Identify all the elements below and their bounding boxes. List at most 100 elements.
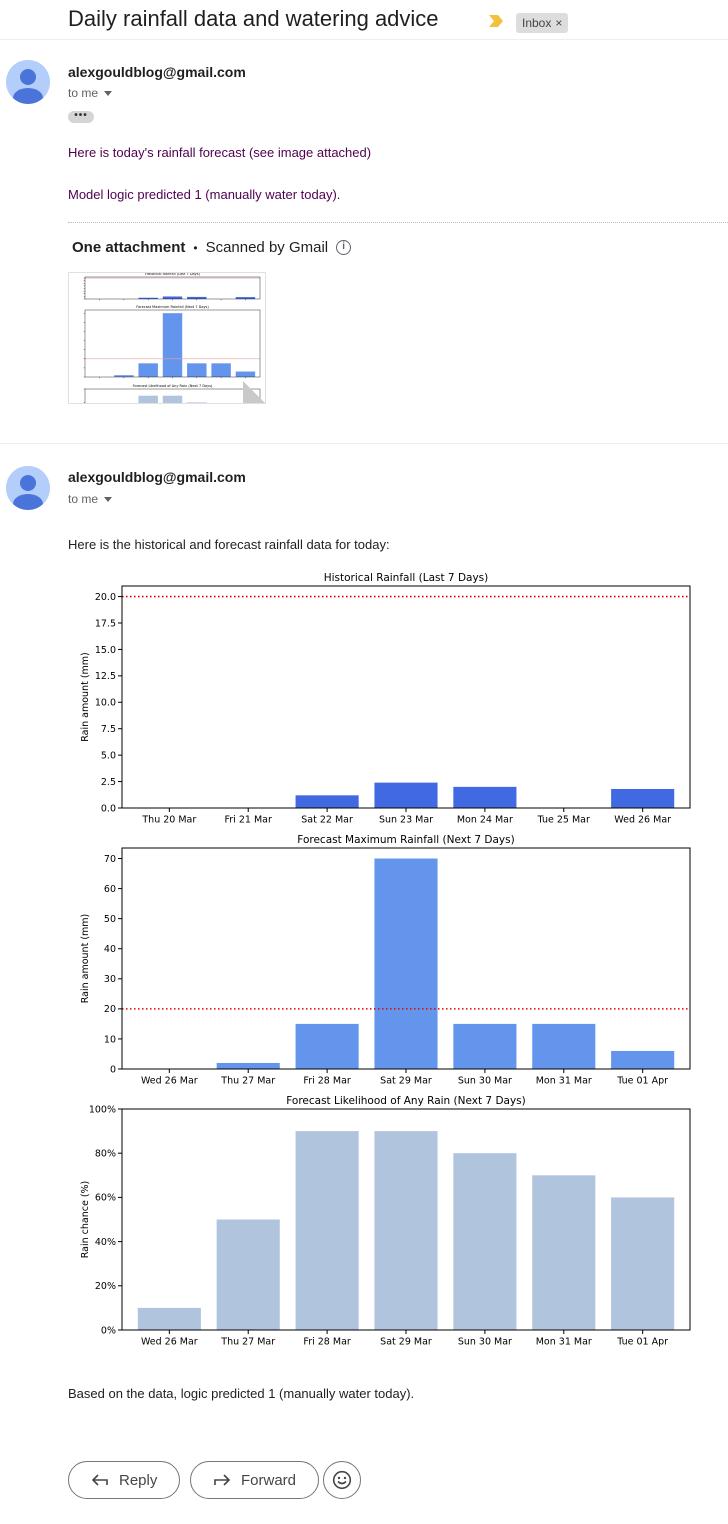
plot-frame	[121, 585, 691, 809]
y-tick-label: 40%	[95, 1237, 116, 1248]
scan-status: Scanned by Gmail	[205, 239, 329, 256]
y-axis-label: Rain amount (mm)	[80, 652, 91, 742]
bar-5	[453, 786, 517, 808]
caret-down-icon	[104, 496, 113, 502]
message-2: alexgouldblog@gmail.com to me Here is th…	[0, 444, 728, 1524]
bar-7	[611, 1197, 675, 1330]
x-tick-label: Tue 25 Mar	[537, 815, 590, 826]
recipient-details-toggle[interactable]: to me	[68, 86, 113, 100]
avatar[interactable]	[6, 60, 50, 104]
chart-title: Forecast Maximum Rainfall (Next 7 Days)	[297, 834, 514, 846]
plot-frame	[84, 309, 261, 378]
chart-3: Forecast Likelihood of Any Rain (Next 7 …	[80, 1095, 691, 1348]
smiley-icon	[332, 1470, 352, 1490]
x-tick-label: Thu 27 Mar	[220, 1337, 275, 1348]
forward-button[interactable]: Forward	[190, 1461, 320, 1499]
avatar[interactable]	[6, 466, 50, 510]
sender-email[interactable]: alexgouldblog@gmail.com	[68, 469, 246, 485]
rainfall-charts-image: Historical Rainfall (Last 7 Days) Thu 20 …	[68, 568, 728, 1348]
x-tick-label: Mon 24 Mar	[457, 815, 513, 826]
bar-4	[162, 313, 183, 377]
y-tick-label: 17.5	[95, 618, 116, 629]
recipient-text: to me	[68, 86, 99, 100]
bar-5	[187, 296, 207, 299]
bar-6	[211, 363, 231, 377]
chart-title: Historical Rainfall (Last 7 Days)	[324, 572, 489, 584]
bar-3	[295, 1131, 359, 1330]
x-tick-label: Fri 28 Mar	[303, 1076, 350, 1087]
bar-3	[138, 395, 158, 403]
inbox-label-chip[interactable]: Inbox ×	[516, 13, 569, 33]
remove-label-icon[interactable]: ×	[555, 16, 563, 30]
x-tick-label: Sat 29 Mar	[380, 1337, 432, 1348]
y-tick-label: 0.0	[101, 803, 116, 814]
x-tick-label: Wed 26 Mar	[614, 815, 671, 826]
add-reaction-button[interactable]	[323, 1461, 361, 1499]
body-line-2: Model logic predicted 1 (manually water …	[68, 187, 341, 202]
bar-7	[235, 371, 256, 377]
bar-2	[216, 1219, 280, 1330]
x-tick-label: Sat 29 Mar	[380, 1076, 432, 1087]
bar-4	[374, 858, 438, 1069]
x-tick-label: Thu 27 Mar	[220, 1076, 275, 1087]
y-tick-label: 7.5	[101, 724, 116, 735]
bar-7	[611, 788, 675, 808]
forward-label: Forward	[241, 1471, 297, 1489]
rainfall-charts: Historical Rainfall (Last 7 Days) Thu 20 …	[80, 572, 691, 1348]
chart-1: Historical Rainfall (Last 7 Days)	[83, 273, 261, 301]
y-tick-label: 5.0	[101, 750, 116, 761]
y-tick-label: 12.5	[95, 671, 116, 682]
body-intro: Here is the historical and forecast rain…	[68, 537, 390, 552]
x-tick-label: Fri 21 Mar	[225, 815, 272, 826]
x-tick-label: Tue 01 Apr	[616, 1337, 668, 1348]
recipient-details-toggle[interactable]: to me	[68, 492, 113, 506]
y-tick-label: 15.0	[95, 645, 116, 656]
bar-5	[187, 402, 207, 403]
caret-down-icon	[104, 90, 113, 96]
chart-1: Historical Rainfall (Last 7 Days) Thu 20 …	[80, 572, 691, 826]
attachment-header: One attachment • Scanned by Gmail i	[72, 239, 352, 256]
bar-2	[216, 1062, 280, 1069]
x-tick-label: Mon 31 Mar	[536, 1337, 592, 1348]
plot-frame	[121, 1108, 691, 1331]
bar-1	[137, 1307, 201, 1330]
reply-label: Reply	[119, 1471, 158, 1489]
plot-frame	[84, 388, 261, 403]
chart-title: Historical Rainfall (Last 7 Days)	[145, 273, 200, 276]
recipient-text: to me	[68, 492, 99, 506]
y-tick-label: 20	[104, 1004, 116, 1015]
x-tick-label: Tue 01 Apr	[616, 1076, 668, 1087]
sender-email[interactable]: alexgouldblog@gmail.com	[68, 64, 246, 80]
x-tick-label: Sun 23 Mar	[379, 815, 433, 826]
importance-marker-icon[interactable]	[488, 14, 504, 28]
reply-button[interactable]: Reply	[68, 1461, 181, 1499]
x-tick-label: Thu 20 Mar	[141, 815, 196, 826]
person-icon	[6, 60, 50, 104]
bar-5	[453, 1153, 517, 1330]
bar-6	[532, 1023, 596, 1069]
chart-3: Forecast Likelihood of Any Rain (Next 7 …	[83, 384, 261, 403]
email-subject: Daily rainfall data and watering advice	[68, 6, 439, 31]
bar-5	[187, 363, 207, 377]
x-tick-label: Sun 30 Mar	[458, 1337, 512, 1348]
x-tick-label: Sat 22 Mar	[301, 815, 353, 826]
y-tick-label: 80%	[95, 1149, 116, 1160]
x-tick-label: Mon 31 Mar	[536, 1076, 592, 1087]
bar-4	[162, 395, 183, 403]
chart-title: Forecast Maximum Rainfall (Next 7 Days)	[136, 305, 209, 309]
chart-2: Forecast Maximum Rainfall (Next 7 Days)	[83, 305, 261, 379]
attachment-thumbnail[interactable]: Historical Rainfall (Last 7 Days) Forecas…	[68, 272, 266, 404]
y-tick-label: 20.0	[95, 592, 116, 603]
y-axis-label: Rain amount (mm)	[80, 914, 91, 1004]
label-chip-text: Inbox	[522, 16, 552, 30]
info-icon[interactable]: i	[336, 240, 352, 255]
separator-dot: •	[193, 240, 198, 255]
bar-4	[374, 1131, 438, 1330]
show-trimmed-content-button[interactable]: •••	[68, 111, 94, 123]
y-tick-label: 20%	[95, 1281, 116, 1292]
bar-3	[138, 297, 158, 299]
y-tick-label: 2.5	[101, 777, 116, 788]
body-line-1: Here is today's rainfall forecast (see i…	[68, 145, 372, 160]
bar-3	[295, 1023, 359, 1069]
chart-title: Forecast Likelihood of Any Rain (Next 7 …	[133, 384, 213, 388]
